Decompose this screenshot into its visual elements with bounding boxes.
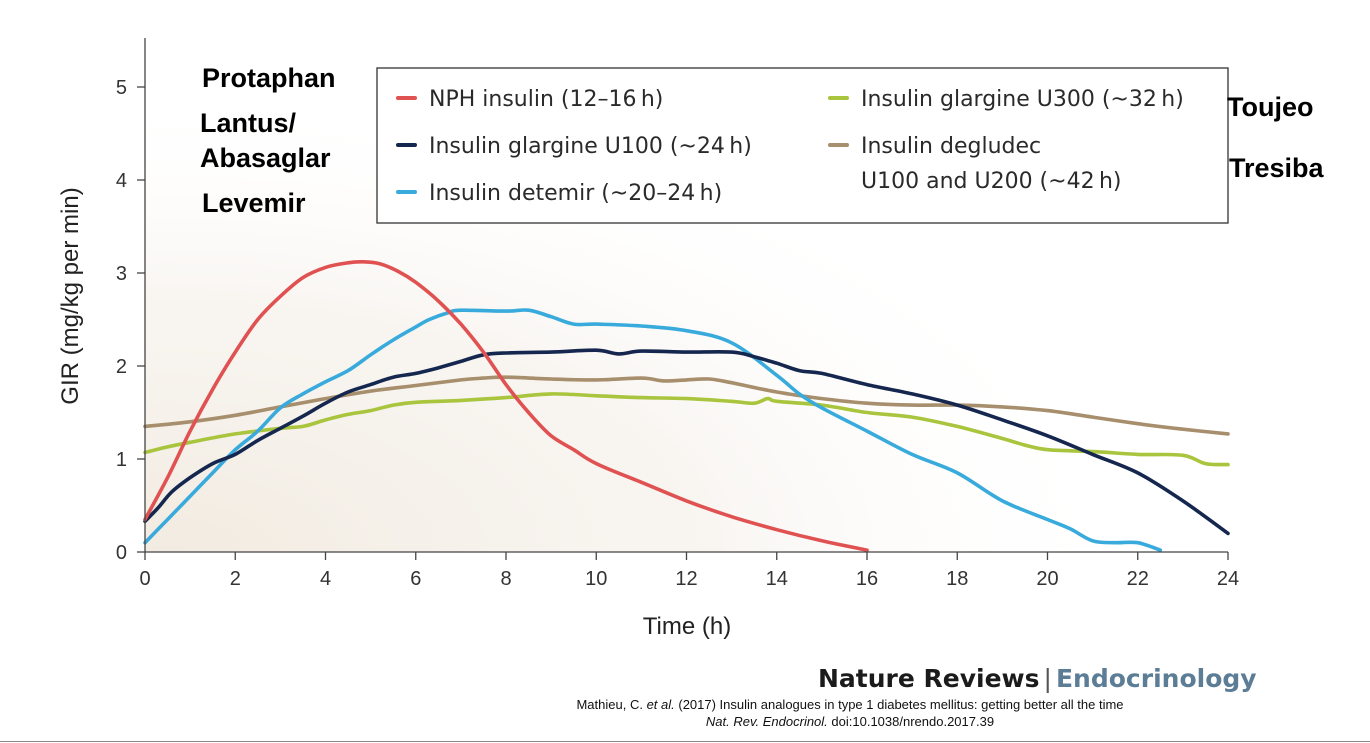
legend-label: Insulin glargine U300 (~32 h) — [861, 87, 1184, 112]
series-line-detemir — [143, 308, 1163, 552]
legend-label: Insulin detemir (~20–24 h) — [429, 181, 722, 206]
y-tick-label: 2 — [116, 356, 127, 378]
series-line-glargine-u300 — [143, 392, 1230, 467]
citation-line-1: Mathieu, C. et al. (2017) Insulin analog… — [400, 697, 1300, 712]
legend-label: NPH insulin (12–16 h) — [429, 87, 663, 112]
legend-box — [376, 67, 1229, 224]
x-tick-label: 14 — [766, 568, 788, 590]
y-tick-label: 1 — [116, 449, 127, 471]
citation-author: Mathieu, C. — [576, 697, 647, 712]
label-levemir: Levemir — [202, 188, 306, 218]
x-tick-label: 22 — [1127, 568, 1149, 590]
legend-item-degludec: Insulin degludec U100 and U200 (~42 h) — [828, 134, 1122, 194]
x-tick-label: 18 — [946, 568, 968, 590]
series-layer — [143, 259, 1230, 552]
brand-main: Nature Reviews — [818, 664, 1040, 693]
x-tick-label: 8 — [500, 568, 511, 590]
series-line-nph — [143, 259, 869, 552]
x-tick-label: 16 — [856, 568, 878, 590]
y-tick-label: 3 — [116, 263, 127, 285]
legend-item-glargine-u300: Insulin glargine U300 (~32 h) — [828, 87, 1184, 112]
x-tick-label: 10 — [585, 568, 607, 590]
y-tick-label: 0 — [116, 542, 127, 564]
legend: NPH insulin (12–16 h) Insulin glargine U1… — [396, 87, 1184, 206]
legend-label: Insulin degludec — [861, 134, 1041, 159]
x-tick-label: 0 — [139, 568, 150, 590]
citation-journal: Nat. Rev. Endocrinol. — [705, 714, 828, 729]
citation-etal: et al. — [646, 697, 675, 712]
label-protaphan: Protaphan — [202, 63, 336, 93]
label-toujeo: Toujeo — [1227, 92, 1314, 122]
x-tick-label: 24 — [1217, 568, 1239, 590]
citation-line-2: Nat. Rev. Endocrinol. doi:10.1038/nrendo… — [400, 714, 1300, 729]
citation-title: (2017) Insulin analogues in type 1 diabe… — [674, 697, 1124, 712]
legend-label: Insulin glargine U100 (~24 h) — [429, 134, 752, 159]
x-tick-label: 4 — [320, 568, 331, 590]
label-tresiba: Tresiba — [1229, 153, 1324, 183]
x-axis-title: Time (h) — [643, 613, 731, 640]
x-tick-label: 6 — [410, 568, 421, 590]
x-tick-label: 12 — [675, 568, 697, 590]
bottom-divider — [0, 741, 1370, 742]
citation-doi: doi:10.1038/nrendo.2017.39 — [827, 714, 995, 729]
legend-item-glargine-u100: Insulin glargine U100 (~24 h) — [396, 134, 752, 159]
series-line-glargine-u100 — [143, 348, 1230, 536]
series-line-degludec — [143, 375, 1230, 436]
y-axis-title: GIR (mg/kg per min) — [57, 187, 84, 404]
label-abasaglar: Abasaglar — [200, 143, 331, 173]
y-tick-label: 4 — [116, 170, 127, 192]
journal-brand: Nature Reviews | Endocrinology — [818, 664, 1257, 693]
brand-journal: Endocrinology — [1055, 664, 1257, 693]
x-tick-label: 2 — [230, 568, 241, 590]
brand-separator: | — [1043, 664, 1052, 693]
legend-item-nph: NPH insulin (12–16 h) — [396, 87, 663, 112]
y-tick-label: 5 — [116, 77, 127, 99]
legend-label: U100 and U200 (~42 h) — [861, 169, 1122, 194]
legend-item-detemir: Insulin detemir (~20–24 h) — [396, 181, 722, 206]
label-lantus: Lantus/ — [200, 108, 297, 138]
x-tick-label: 20 — [1036, 568, 1058, 590]
